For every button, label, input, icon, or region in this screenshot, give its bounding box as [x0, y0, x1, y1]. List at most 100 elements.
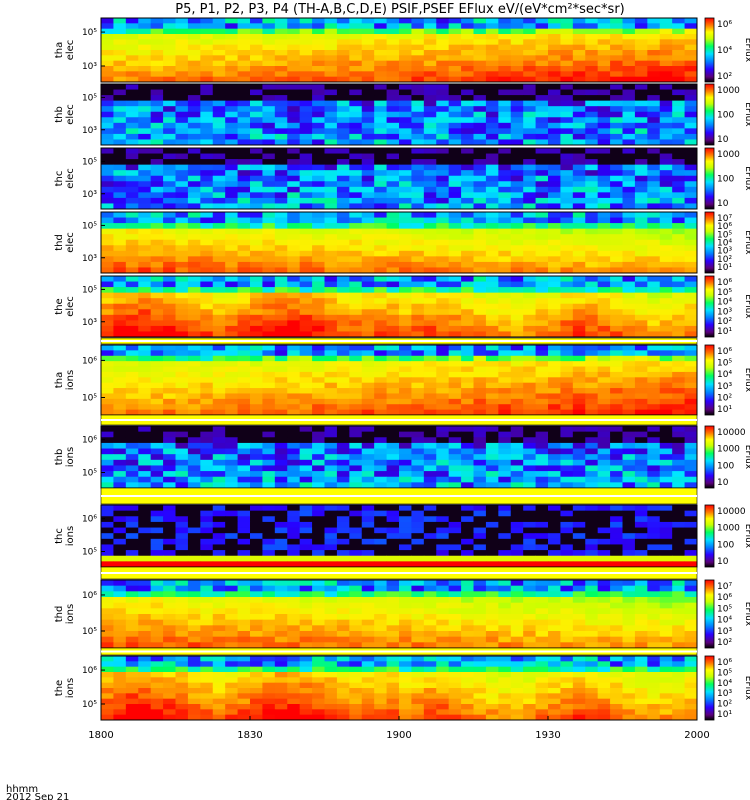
heatmap-cell — [299, 437, 313, 444]
heatmap-cell — [411, 393, 425, 400]
heatmap-cell — [187, 122, 201, 129]
heatmap-cell — [672, 377, 685, 384]
heatmap-cell — [448, 325, 462, 332]
heatmap-cell — [399, 366, 412, 373]
heatmap-cell — [485, 580, 499, 587]
heatmap-cell — [485, 366, 499, 373]
heatmap-cell — [175, 71, 189, 78]
heatmap-cell — [634, 89, 648, 96]
heatmap-cell — [634, 128, 648, 135]
heatmap-cell — [473, 448, 487, 455]
heatmap-cell — [485, 66, 499, 72]
heatmap-cell — [163, 382, 176, 389]
panel-label: thcions — [54, 526, 76, 546]
heatmap-cell — [287, 55, 301, 62]
colorbar-tick-label: 10⁴ — [717, 46, 732, 56]
heatmap-cell — [212, 175, 226, 182]
heatmap-cell — [672, 398, 685, 405]
heatmap-cell — [461, 409, 474, 416]
heatmap-cell — [572, 117, 586, 124]
heatmap-cell — [461, 314, 474, 321]
heatmap-cell — [187, 482, 201, 489]
heatmap-cell — [585, 292, 599, 299]
heatmap-cell — [498, 181, 512, 188]
heatmap-cell — [274, 122, 288, 129]
heatmap-cell — [436, 538, 450, 545]
heatmap-cell — [436, 303, 450, 310]
heatmap-cell — [461, 426, 474, 433]
heatmap-cell — [672, 128, 685, 135]
heatmap-cell — [448, 538, 462, 545]
heatmap-cell — [610, 71, 623, 78]
heatmap-cell — [324, 292, 338, 299]
heatmap-cell — [411, 55, 425, 62]
heatmap-cell — [485, 292, 499, 299]
heatmap-cell — [399, 239, 412, 246]
heatmap-cell — [647, 614, 661, 621]
heatmap-cell — [163, 95, 176, 102]
heatmap-cell — [647, 287, 661, 294]
heatmap-cell — [324, 382, 338, 389]
heatmap-cell — [647, 55, 661, 62]
heatmap-cell — [200, 505, 214, 512]
heatmap-cell — [523, 39, 536, 46]
heatmap-cell — [634, 66, 648, 72]
heatmap-cell — [274, 76, 288, 83]
heatmap-cell — [287, 287, 301, 294]
heatmap-cell — [610, 314, 623, 321]
heatmap-cell — [349, 267, 363, 274]
heatmap-cell — [672, 591, 685, 598]
heatmap-cell — [361, 602, 375, 609]
heatmap-cell — [101, 631, 114, 638]
heatmap-cell — [287, 139, 301, 146]
heatmap-cell — [399, 34, 412, 40]
heatmap-cell — [287, 18, 301, 24]
heatmap-cell — [262, 28, 276, 35]
heatmap-cell — [647, 44, 661, 51]
heatmap-cell — [175, 212, 189, 218]
heatmap-cell — [411, 320, 425, 327]
heatmap-cell — [461, 614, 474, 621]
heatmap-cell — [436, 28, 450, 35]
probe-label: thd — [54, 234, 65, 251]
colorbar-label: EFlux — [743, 524, 750, 549]
heatmap-cell — [684, 76, 698, 83]
heatmap-cell — [560, 128, 574, 135]
heatmap-cell — [485, 84, 499, 90]
heatmap-cell — [200, 442, 214, 449]
heatmap-cell — [610, 361, 623, 367]
heatmap-cell — [163, 287, 176, 294]
heatmap-cell — [200, 203, 214, 210]
heatmap-cell — [436, 18, 450, 24]
heatmap-cell — [386, 371, 400, 378]
heatmap-cell — [622, 393, 636, 400]
heatmap-cell — [672, 212, 685, 218]
heatmap-cell — [274, 510, 288, 517]
heatmap-cell — [113, 111, 127, 118]
heatmap-cell — [585, 361, 599, 367]
heatmap-cell — [349, 345, 363, 351]
heatmap-cell — [274, 533, 288, 540]
heatmap-cell — [212, 591, 226, 598]
heatmap-cell — [299, 325, 313, 332]
heatmap-cell — [163, 261, 176, 268]
heatmap-cell — [535, 192, 549, 199]
heatmap-cell — [423, 39, 437, 46]
heatmap-cell — [498, 361, 512, 367]
heatmap-cell — [200, 281, 214, 288]
heatmap-cell — [287, 544, 301, 551]
heatmap-cell — [150, 139, 164, 146]
heatmap-cell — [485, 217, 499, 224]
heatmap-cell — [187, 454, 201, 461]
heatmap-cell — [262, 303, 276, 310]
heatmap-cell — [684, 159, 698, 166]
heatmap-cell — [585, 314, 599, 321]
heatmap-cell — [597, 50, 611, 56]
heatmap-cell — [262, 186, 276, 193]
heatmap-cell — [672, 95, 685, 102]
heatmap-cell — [399, 267, 412, 274]
heatmap-cell — [672, 164, 685, 171]
heatmap-cell — [610, 527, 623, 534]
heatmap-cell — [523, 361, 536, 367]
heatmap-cell — [610, 382, 623, 389]
